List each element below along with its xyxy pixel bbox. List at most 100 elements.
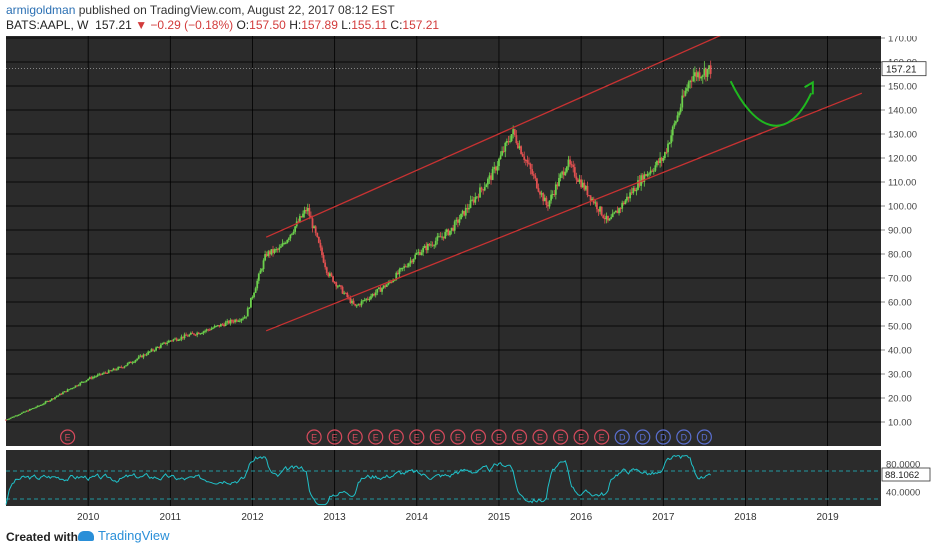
candle-body [163,342,165,344]
candle-body [152,349,154,351]
candle-body [633,188,636,192]
candle-body [526,160,529,163]
candle-body [256,280,259,289]
last-price-tag [881,61,927,77]
candle-body [136,358,139,361]
candle-body [272,249,274,253]
low-label: L: [341,18,352,32]
candle-body [134,360,137,362]
candle-body [341,286,344,294]
author-link[interactable]: armigoldman [6,3,76,17]
candle-body [131,362,134,364]
candle-body [95,376,97,378]
candle-body [311,218,314,229]
candle-body [583,182,586,190]
candle-body [450,227,453,231]
candle-body [197,332,200,335]
candle-body [240,319,243,321]
candle-body [170,340,173,342]
candle-body [701,75,704,77]
candle-body [708,65,710,69]
candle-body [371,293,374,297]
candle-body [158,346,161,348]
candle-body [129,361,132,363]
candle-body [208,329,211,331]
candle-body [294,226,297,232]
candle-body [93,376,96,378]
candle-body [396,272,399,275]
candle-body [281,243,284,247]
candle-body [27,410,30,412]
candle-body [22,411,25,413]
candle-body [534,175,537,179]
candle-body [464,207,467,216]
candle-body [523,156,526,160]
candle-body [502,150,505,152]
candle-body [19,413,22,415]
candle-body [109,370,112,372]
candle-body [262,260,265,270]
x-tick-label: 2017 [652,512,675,523]
candle-body [686,88,688,91]
x-tick-label: 2010 [77,512,100,523]
candle-body [180,336,183,340]
candle-body [542,193,545,202]
candle-body [529,163,532,170]
candle-body [321,247,323,256]
candle-body [515,135,518,144]
candle-body [251,297,254,299]
candle-body [188,334,191,337]
candle-body [468,207,470,210]
candle-body [486,178,489,185]
candle-body [671,126,674,136]
candle-body [221,324,224,326]
candle-body [621,202,624,209]
candle-body [649,170,652,174]
candle-body [140,355,143,358]
candle-body [572,164,575,168]
candle-body [35,407,37,409]
candle-body [112,368,115,371]
candle-body [346,292,349,298]
y-tick-label: 30.00 [888,370,912,381]
earnings-marker [511,429,528,445]
y-tick-label: 10.00 [888,418,912,429]
candle-body [110,370,113,372]
candle-body [153,350,156,352]
candle-body [91,377,94,379]
candle-body [357,304,360,306]
candle-body [657,160,660,164]
candle-body [139,355,142,357]
candle-body [624,200,627,205]
candle-body [201,333,203,335]
candle-body [485,184,488,188]
footer: Created with TradingView [0,524,932,550]
candle-body [428,243,431,246]
candle-body [422,247,425,253]
channel-lower-line [265,92,863,332]
candle-body [607,215,609,221]
rsi-line [5,455,712,506]
candle-body [407,263,410,267]
candle-body [71,388,74,390]
candle-body [99,373,102,375]
marker-label: E [537,433,543,443]
candle-body [85,380,88,382]
candle-body [597,209,600,212]
low-value: 155.11 [351,18,388,32]
tradingview-logo[interactable]: TradingView [78,528,170,543]
candle-body [592,198,595,204]
candle-body [44,401,47,404]
candle-body [31,408,34,410]
candle-body [480,187,483,190]
candle-body [608,218,611,221]
candle-body [8,418,11,420]
open-value: 157.50 [249,18,286,32]
candle-body [133,361,135,363]
price-axis-bg [881,36,932,524]
candle-body [471,199,473,201]
price-chart[interactable]: 10.00 20.00 30.00 40.00 50.00 60.00 70.00 80.00… [0,36,932,524]
candle-body [709,65,712,74]
candle-body [43,403,45,405]
candle-body [434,240,437,246]
